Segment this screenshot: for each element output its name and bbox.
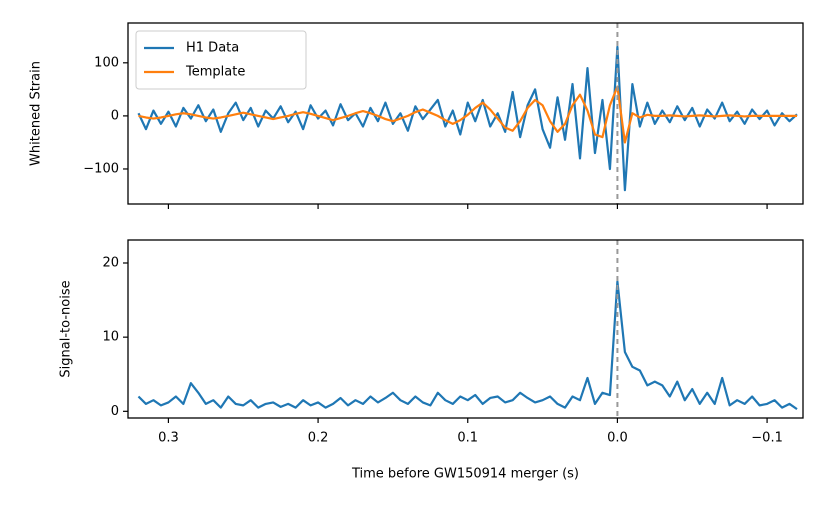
plot-area [137, 45, 798, 192]
x-tick-label: −0.1 [751, 431, 783, 446]
y-tick-label: 0 [111, 108, 119, 123]
data-line [138, 85, 798, 144]
y-tick-label: −100 [83, 161, 119, 176]
y-tick-label: 10 [102, 330, 119, 345]
x-tick-label: 0.1 [457, 431, 478, 446]
x-tick-label: 0.3 [158, 431, 179, 446]
y-tick-label: 0 [111, 404, 119, 419]
x-axis-label: Time before GW150914 merger (s) [351, 467, 579, 482]
y-tick-label: 20 [102, 255, 119, 270]
axes-frame [127, 22, 804, 205]
y-tick-label: 100 [94, 55, 119, 70]
data-line [137, 280, 798, 411]
legend-box [135, 30, 307, 90]
legend-label: H1 Data [186, 41, 239, 56]
x-tick-label: 0.0 [607, 431, 628, 446]
x-tick-label: 0.2 [308, 431, 329, 446]
axes-frame [127, 239, 804, 419]
y-axis-label: Signal-to-noise [59, 280, 74, 377]
plot-area [137, 280, 798, 411]
y-axis-label: Whitened Strain [29, 61, 44, 166]
legend-label: Template [185, 65, 245, 80]
